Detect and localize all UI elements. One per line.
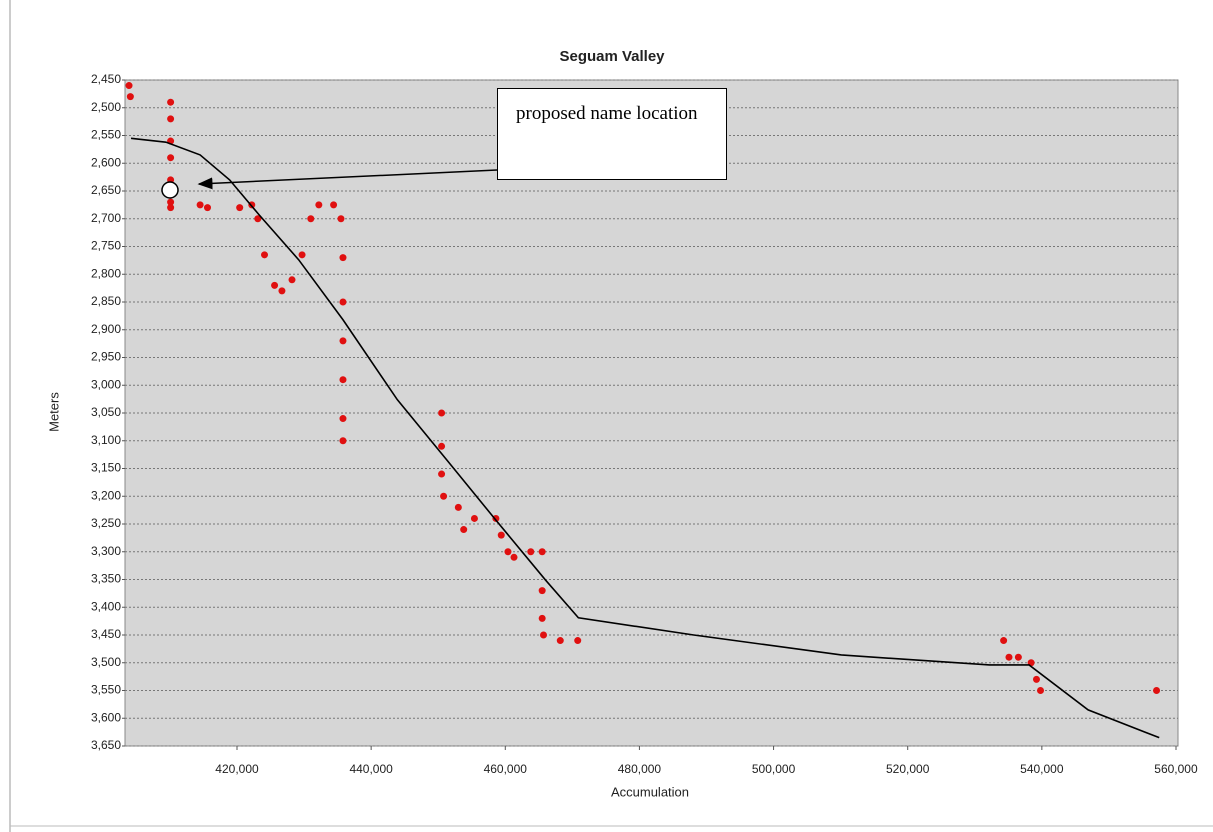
data-point (167, 98, 175, 106)
data-point (440, 492, 448, 500)
data-point (438, 470, 446, 478)
data-point (454, 503, 462, 511)
data-point (125, 82, 133, 90)
data-point (438, 409, 446, 417)
y-axis-label: Meters (46, 392, 61, 432)
x-tick-label: 500,000 (752, 762, 796, 776)
y-tick-label: 3,100 (91, 433, 121, 447)
annotation-arrow (197, 169, 498, 190)
y-tick-label: 3,550 (91, 683, 121, 697)
y-tick-label: 2,450 (91, 72, 121, 86)
data-point (540, 631, 548, 639)
data-point (492, 514, 500, 522)
data-point (288, 276, 296, 284)
data-point (278, 287, 286, 295)
y-tick-label: 2,600 (91, 155, 121, 169)
y-tick-label: 2,700 (91, 211, 121, 225)
chart-title: Seguam Valley (559, 48, 665, 65)
y-tick-label: 2,550 (91, 128, 121, 142)
y-tick-label: 3,150 (91, 461, 121, 475)
data-point (298, 251, 306, 259)
annotation: proposed name location (497, 88, 727, 180)
data-point (339, 437, 347, 445)
data-point (196, 201, 204, 209)
y-tick-label: 3,200 (91, 488, 121, 502)
y-tick-label: 2,900 (91, 322, 121, 336)
y-tick-label: 3,250 (91, 516, 121, 530)
y-tick-label: 3,350 (91, 572, 121, 586)
y-tick-label: 3,500 (91, 655, 121, 669)
data-point (1000, 637, 1008, 645)
data-point (1032, 675, 1040, 683)
data-point (254, 215, 262, 223)
data-point (126, 93, 134, 101)
grid: 2,450 2,500 2,550 2,600 2,650 2,700 2,750 2,800… (91, 72, 1198, 776)
data-point (1005, 653, 1013, 661)
y-tick-label: 3,400 (91, 599, 121, 613)
y-tick-label: 2,850 (91, 294, 121, 308)
x-tick-label: 560,000 (1154, 762, 1198, 776)
data-point (271, 281, 279, 289)
x-tick-label: 460,000 (484, 762, 528, 776)
y-tick-label: 2,500 (91, 100, 121, 114)
y-tick-label: 3,000 (91, 377, 121, 391)
marks (125, 82, 1161, 739)
y-tick-label: 2,950 (91, 350, 121, 364)
x-tick-label: 480,000 (618, 762, 662, 776)
data-point (438, 442, 446, 450)
data-point (337, 215, 345, 223)
proposed-location (161, 181, 179, 199)
y-tick-label: 3,450 (91, 627, 121, 641)
data-point (339, 376, 347, 384)
data-point (538, 587, 546, 595)
y-tick-label: 2,800 (91, 266, 121, 280)
data-point (1014, 653, 1022, 661)
x-tick-label: 420,000 (215, 762, 259, 776)
y-tick-label: 2,650 (91, 183, 121, 197)
data-point (339, 337, 347, 345)
data-point (167, 198, 175, 206)
data-point (315, 201, 323, 209)
y-tick-label: 2,750 (91, 239, 121, 253)
x-tick-label: 440,000 (349, 762, 393, 776)
x-axis-label: Accumulation (611, 784, 689, 799)
data-point (574, 637, 582, 645)
data-point (460, 526, 468, 534)
y-tick-label: 3,600 (91, 710, 121, 724)
data-point (339, 298, 347, 306)
data-point (510, 553, 518, 561)
data-point (470, 514, 478, 522)
x-tick-label: 520,000 (886, 762, 930, 776)
y-tick-label: 3,050 (91, 405, 121, 419)
data-point (339, 415, 347, 423)
data-point (167, 154, 175, 162)
data-point (556, 637, 564, 645)
data-point (1037, 687, 1045, 694)
data-point (1153, 687, 1161, 694)
data-point (330, 201, 338, 209)
y-tick-label: 3,650 (91, 738, 121, 752)
data-point (261, 251, 269, 259)
trend-line (130, 137, 1160, 739)
data-point (527, 548, 535, 556)
y-tick-label: 3,300 (91, 544, 121, 558)
data-point (203, 204, 211, 212)
data-point (497, 531, 505, 539)
data-point (538, 548, 546, 556)
data-point (167, 204, 175, 212)
x-tick-label: 540,000 (1020, 762, 1064, 776)
data-point (538, 614, 546, 622)
data-point (307, 215, 315, 223)
data-point (236, 204, 244, 212)
data-point (504, 548, 512, 556)
data-point (339, 254, 347, 262)
data-point (167, 115, 175, 123)
